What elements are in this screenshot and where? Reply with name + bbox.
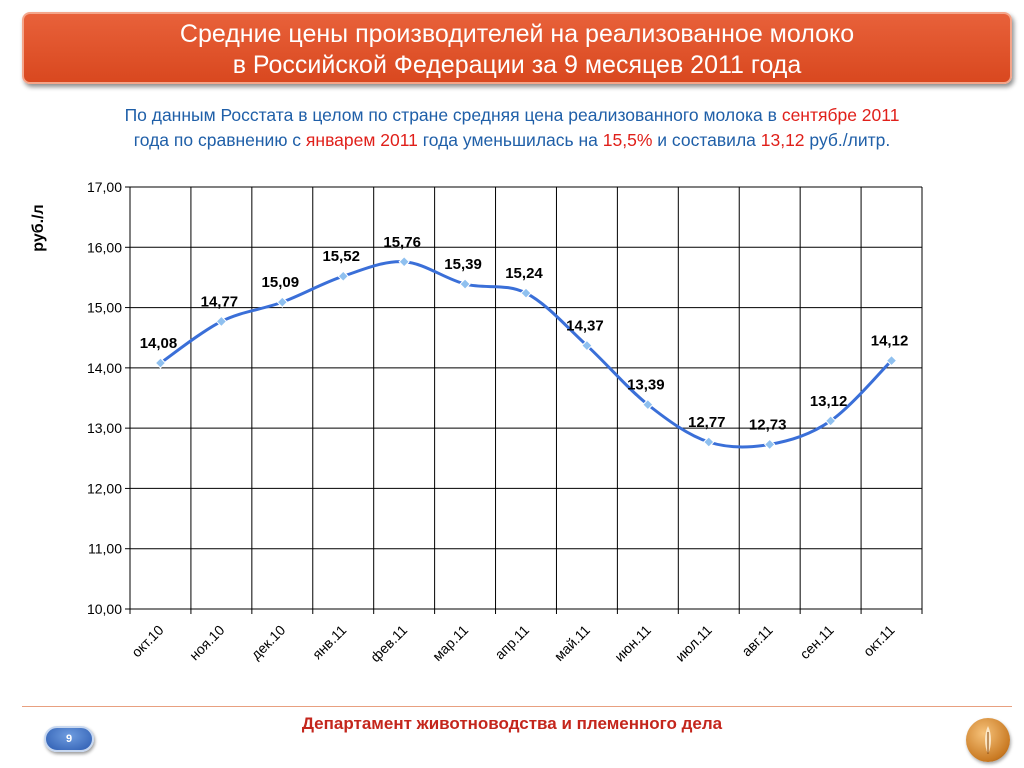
data-label: 12,73 bbox=[749, 416, 787, 433]
x-tick-label: окт.10 bbox=[128, 622, 167, 661]
data-point bbox=[459, 278, 471, 290]
data-point bbox=[581, 339, 593, 352]
data-point bbox=[824, 415, 837, 427]
y-tick-label: 14,00 bbox=[87, 360, 122, 376]
x-tick-label: июн.11 bbox=[611, 622, 654, 665]
x-tick-label: сен.11 bbox=[796, 622, 836, 662]
data-point bbox=[642, 398, 654, 411]
data-point bbox=[885, 354, 898, 367]
footer-divider bbox=[22, 706, 1012, 707]
data-label: 15,76 bbox=[383, 234, 421, 251]
data-label: 15,52 bbox=[322, 248, 360, 265]
summary-part-5: руб./литр. bbox=[804, 130, 891, 150]
x-tick-label: мар.11 bbox=[429, 622, 471, 664]
wheat-emblem-icon bbox=[966, 718, 1010, 762]
data-label: 14,37 bbox=[566, 318, 604, 335]
x-tick-label: авг.11 bbox=[738, 622, 776, 660]
summary-part-3: года уменьшилась на bbox=[417, 130, 603, 150]
y-tick-label: 16,00 bbox=[87, 239, 122, 255]
price-line-chart: 10,00 11,00 12,00 13,00 14,00 15,00 16,00 17,00… bbox=[30, 179, 923, 665]
y-axis-title: руб./л bbox=[30, 204, 47, 251]
x-tick-label: дек.10 bbox=[248, 622, 289, 663]
summary-part-1: По данным Росстата в целом по стране сре… bbox=[124, 105, 782, 125]
data-label: 15,09 bbox=[262, 274, 300, 291]
x-tick-label: апр.11 bbox=[491, 622, 532, 663]
data-label: 14,08 bbox=[140, 335, 178, 352]
summary-highlight-price: 13,12 bbox=[760, 130, 805, 150]
x-tick-label: май.11 bbox=[551, 622, 593, 664]
data-label: 12,77 bbox=[688, 414, 726, 431]
y-tick-label: 13,00 bbox=[87, 420, 122, 436]
data-point bbox=[154, 357, 167, 369]
data-label: 15,39 bbox=[444, 256, 482, 273]
data-point bbox=[703, 436, 715, 448]
summary-text: По данным Росстата в целом по стране сре… bbox=[20, 103, 1004, 153]
data-label: 14,77 bbox=[201, 293, 239, 310]
data-point bbox=[763, 438, 776, 451]
y-tick-label: 11,00 bbox=[88, 541, 122, 557]
x-tick-label: окт.11 bbox=[860, 622, 898, 660]
data-label: 13,39 bbox=[627, 377, 665, 394]
x-tick-label: янв.11 bbox=[309, 622, 350, 663]
data-label: 15,24 bbox=[505, 265, 543, 282]
data-point bbox=[215, 315, 228, 328]
y-tick-label: 17,00 bbox=[87, 179, 122, 195]
x-tick-label: ноя.10 bbox=[186, 622, 228, 664]
data-point bbox=[520, 287, 532, 299]
y-tick-label: 10,00 bbox=[87, 601, 122, 617]
data-point bbox=[276, 296, 289, 308]
data-label: 13,12 bbox=[810, 393, 848, 410]
summary-part-2: года по сравнению с bbox=[133, 130, 306, 150]
data-point bbox=[398, 256, 410, 268]
data-point bbox=[337, 270, 349, 282]
title-line-2: в Российской Федерации за 9 месяцев 2011… bbox=[232, 51, 802, 79]
summary-highlight-month: сентябре 2011 bbox=[781, 105, 900, 125]
footer-department: Департамент животноводства и племенного … bbox=[301, 714, 723, 733]
data-label: 14,12 bbox=[871, 333, 909, 350]
slide-title: Средние цены производителей на реализова… bbox=[22, 12, 1012, 84]
summary-part-4: и составила bbox=[652, 130, 761, 150]
x-tick-label: фев.11 bbox=[367, 622, 410, 665]
y-tick-label: 12,00 bbox=[87, 480, 122, 496]
y-tick-label: 15,00 bbox=[87, 300, 122, 316]
x-tick-label: июл.11 bbox=[672, 622, 715, 665]
page-number-badge: 9 bbox=[44, 726, 94, 752]
title-line-1: Средние цены производителей на реализова… bbox=[179, 20, 855, 48]
summary-highlight-percent: 15,5% bbox=[602, 130, 653, 150]
summary-highlight-base: январем 2011 bbox=[305, 130, 418, 150]
